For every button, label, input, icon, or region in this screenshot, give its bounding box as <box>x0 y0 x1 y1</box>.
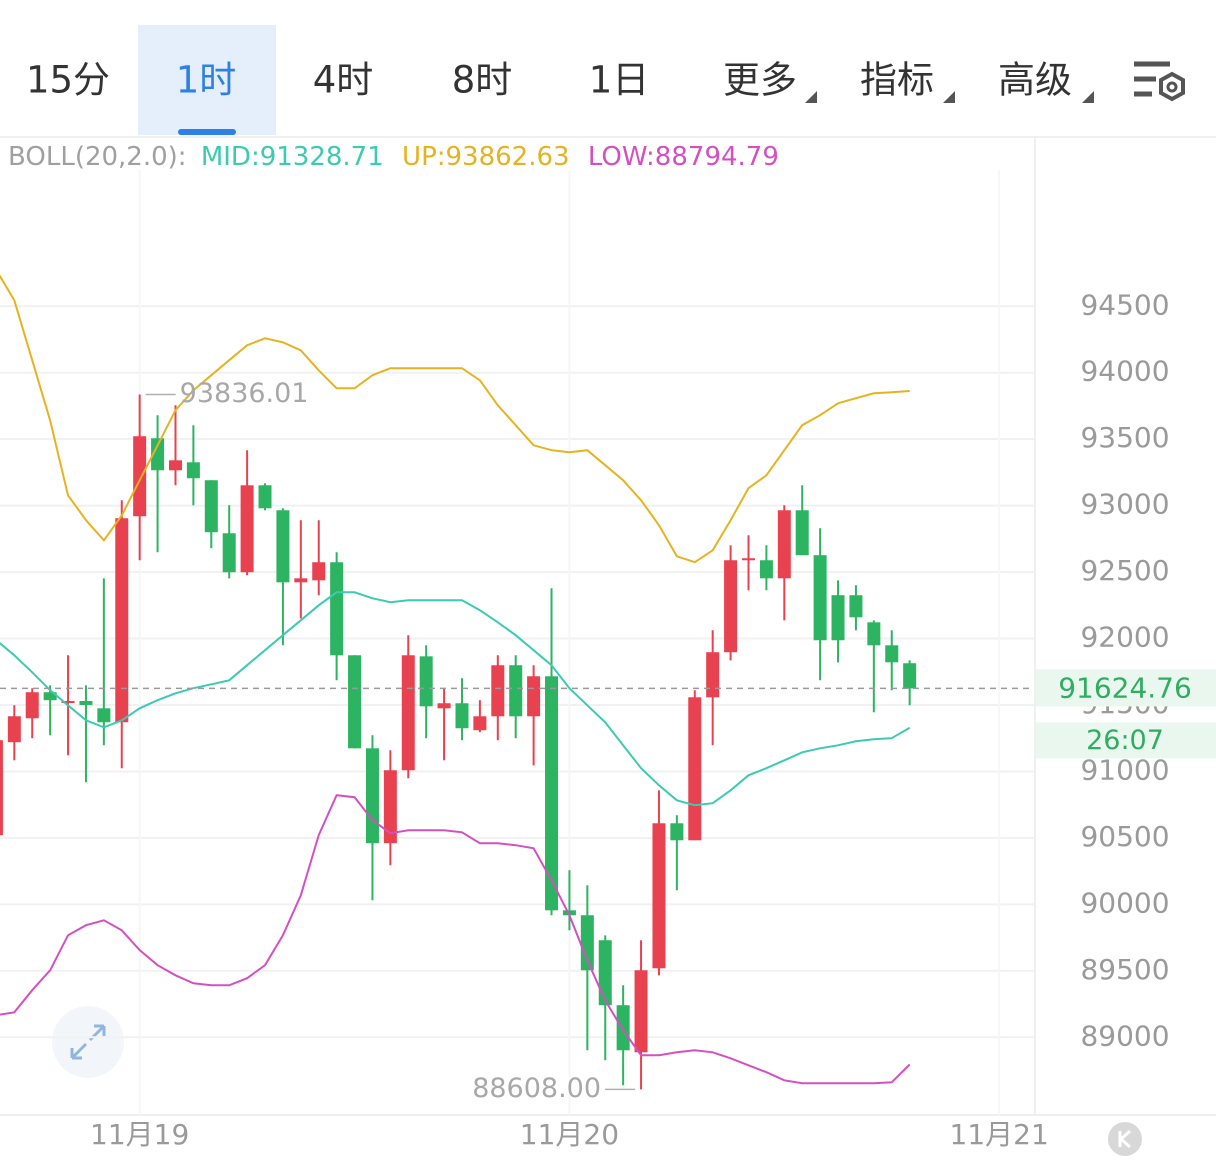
candle-body <box>813 555 827 641</box>
candle-body <box>545 676 559 911</box>
boll-line <box>0 591 911 807</box>
candle-body <box>348 655 362 749</box>
y-tick-label: 92500 <box>1080 554 1169 587</box>
candle-body <box>294 578 308 583</box>
x-tick-label: 11月20 <box>520 1118 619 1151</box>
candle-body <box>133 436 147 517</box>
candle-body <box>688 697 702 841</box>
candle-body <box>419 656 433 707</box>
candle-body <box>151 438 165 471</box>
tab-dropdown[interactable]: 高级 <box>998 59 1072 102</box>
plot <box>0 170 1035 1115</box>
indicator-label: BOLL(20,2.0): <box>8 142 187 172</box>
candle-body <box>186 462 200 479</box>
candle-body <box>25 692 39 719</box>
candle-body <box>527 676 541 717</box>
candle-body <box>795 510 809 556</box>
countdown-bg <box>1036 722 1216 759</box>
candle-body <box>759 560 773 579</box>
candle-body <box>867 622 881 646</box>
candle-body <box>741 558 755 561</box>
tab[interactable]: 8时 <box>452 59 513 102</box>
tab-dropdown[interactable]: 指标 <box>860 59 934 102</box>
y-tick-label: 94000 <box>1080 355 1169 388</box>
tab-bar: 15分 1时 4时 8时 1日 更多 指标 高级 <box>26 25 1185 135</box>
y-tick-label: 90500 <box>1080 820 1169 853</box>
candle-body <box>849 595 863 618</box>
candle-body <box>652 823 666 969</box>
tab-dropdown[interactable]: 更多 <box>723 59 797 102</box>
min-label: 88608.00 <box>472 1073 601 1104</box>
price-tag-bg <box>1036 669 1216 707</box>
candle-body <box>115 518 129 723</box>
y-tick-label: 89500 <box>1080 953 1169 986</box>
candle-body <box>222 533 236 573</box>
candle-body <box>401 655 415 771</box>
candle-body <box>240 485 254 573</box>
candle-body <box>312 562 326 581</box>
countdown: 26:07 <box>1086 725 1164 756</box>
y-tick-label: 93500 <box>1080 421 1169 454</box>
candle-body <box>168 460 182 471</box>
expand-button[interactable] <box>52 1006 124 1078</box>
candle-body <box>598 940 612 1006</box>
tab[interactable]: 4时 <box>313 59 374 102</box>
tab[interactable]: 15分 <box>26 59 110 102</box>
candle-body <box>885 645 899 663</box>
tab[interactable]: 1日 <box>589 59 650 102</box>
candle-body <box>777 510 791 579</box>
candle-body <box>330 562 344 656</box>
candle-body <box>43 692 57 701</box>
y-tick-label: 91000 <box>1080 753 1169 786</box>
candle-body <box>634 970 648 1053</box>
settings-icon[interactable] <box>1134 61 1185 102</box>
candle-body <box>204 480 218 533</box>
candle-body <box>61 700 75 703</box>
candle-body <box>0 740 3 836</box>
y-tick-label: 92000 <box>1080 621 1169 654</box>
legend-entry: UP:93862.63 <box>402 142 570 172</box>
candle-body <box>724 560 738 653</box>
candle-body <box>903 663 917 689</box>
legend-entry: MID:91328.71 <box>201 142 384 172</box>
candle-body <box>473 716 487 731</box>
y-tick-label: 90000 <box>1080 886 1169 919</box>
price-tag: 91624.76 <box>1058 671 1192 704</box>
candle-body <box>97 708 111 723</box>
candle-body <box>7 716 21 743</box>
x-tick-label: 11月19 <box>90 1118 189 1151</box>
y-tick-label: 94500 <box>1080 288 1169 321</box>
candle-body <box>509 665 523 717</box>
candle-body <box>383 770 397 844</box>
k-button[interactable] <box>1108 1122 1142 1156</box>
active-tab-bg <box>138 25 276 135</box>
y-tick-label: 93000 <box>1080 488 1169 521</box>
candle-body <box>491 665 505 717</box>
y-tick-label: 89000 <box>1080 1019 1169 1052</box>
boll-line <box>0 794 911 1085</box>
active-tab-indicator <box>178 129 236 135</box>
tab-active[interactable]: 1时 <box>176 59 237 102</box>
x-tick-label: 11月21 <box>950 1118 1049 1151</box>
boll-line <box>0 274 910 564</box>
candle-body <box>365 748 379 844</box>
candle-body <box>455 703 469 729</box>
legend-entry: LOW:88794.79 <box>588 142 779 172</box>
dropdown-arrow <box>943 91 955 103</box>
max-label: 93836.01 <box>180 378 309 409</box>
dropdown-arrow <box>805 91 817 103</box>
candle-body <box>831 595 845 641</box>
candle-body <box>437 703 451 709</box>
legend: BOLL(20,2.0): MID:91328.71 UP:93862.63 L… <box>8 142 779 172</box>
candle-body <box>258 485 272 509</box>
candle-body <box>670 823 684 841</box>
dropdown-arrow <box>1082 91 1094 103</box>
candle-body <box>79 700 93 705</box>
candle-body <box>276 510 290 583</box>
candle-body <box>580 915 594 971</box>
candle-body <box>562 910 576 916</box>
candle-body <box>616 1005 630 1051</box>
candle-body <box>706 652 720 698</box>
